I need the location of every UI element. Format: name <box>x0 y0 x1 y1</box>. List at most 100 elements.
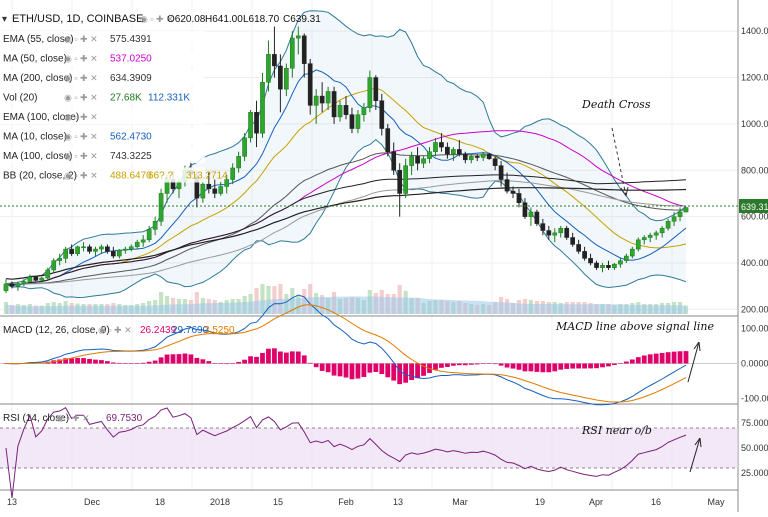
legend-icons-0[interactable]: ◉ ▫ ✚ ✕ <box>64 34 98 44</box>
macd-histogram-bar <box>325 363 331 373</box>
candle-body <box>606 265 611 268</box>
macd-histogram-bar <box>641 355 647 364</box>
legend-icons-6[interactable]: ◉ ▫ ✚ ✕ <box>64 151 98 161</box>
rsi-legend-icons[interactable]: ◉ ▫ ✚ ✕ <box>56 413 90 423</box>
macd-histogram-bar <box>391 363 397 381</box>
ohlc-high: H641.00 <box>205 14 243 25</box>
candle-body <box>75 246 80 254</box>
macd-histogram-bar <box>337 363 343 377</box>
legend-row-bg-3 <box>0 89 205 105</box>
macd-histogram-bar <box>546 363 552 373</box>
ema55-line <box>6 152 687 285</box>
macd-pane <box>0 294 738 406</box>
candle-body <box>111 251 116 257</box>
volume-bar <box>159 292 164 314</box>
title-toolbar-icons[interactable]: ◉ ▫ ✚ ✕ <box>140 14 174 24</box>
rsi-tick-label-0: 75.0000 <box>741 418 768 428</box>
macd-histogram-bar <box>516 363 522 370</box>
macd-histogram-bar <box>576 363 582 369</box>
macd-histogram-bar <box>248 356 253 364</box>
candle-body <box>480 153 486 158</box>
chart-title: ETH/USD, 1D, COINBASE <box>12 13 143 25</box>
candle-body <box>582 251 587 259</box>
macd-histogram-bar <box>75 357 80 364</box>
legend-icons-1[interactable]: ◉ ▫ ✚ ✕ <box>64 54 98 64</box>
price-tick-label-6: 200.00 <box>741 304 768 314</box>
time-tick-label-7: Mar <box>452 497 468 507</box>
macd-histogram-bar <box>349 363 355 380</box>
macd-histogram-bar <box>588 363 593 369</box>
bb-band-fill <box>6 10 686 298</box>
candle-body <box>534 211 540 224</box>
rsi-line <box>5 407 687 499</box>
candle-body <box>57 258 63 261</box>
candle-body <box>278 65 283 90</box>
candle-body <box>600 265 605 268</box>
macd-histogram-bar <box>403 363 409 383</box>
legend-icons-4[interactable]: ◉ ▫ ✚ ✕ <box>64 112 98 122</box>
rsi-tick-label-2: 25.0000 <box>741 468 768 478</box>
death-cross-arrow-head <box>620 186 629 197</box>
legend-value-3: 27.68K <box>110 93 142 104</box>
candle-body <box>659 227 665 234</box>
candle-body <box>647 234 653 238</box>
macd-histogram-bar <box>468 363 474 365</box>
rsi-tick-label-1: 50.0000 <box>741 443 768 453</box>
candle-body <box>116 250 122 257</box>
macd-histogram-bar <box>164 354 170 364</box>
legend-icons-2[interactable]: ◉ ▫ ✚ ✕ <box>64 73 98 83</box>
candle-body <box>385 128 391 152</box>
macd-histogram-bar <box>188 354 194 364</box>
macd-histogram-bar <box>373 363 379 372</box>
candle-body <box>504 179 510 192</box>
price-tick-label-2: 1000.00 <box>741 119 768 129</box>
candle-body <box>451 149 456 155</box>
candle-body <box>51 260 57 271</box>
legend-icons-7[interactable]: ◉ ▫ ✚ ✕ <box>64 171 98 181</box>
legend-label-5: MA (10, close) <box>3 132 67 143</box>
collapse-icon[interactable]: ▾ <box>2 14 7 25</box>
legend-label-2: MA (200, close) <box>3 73 72 84</box>
rsi-legend-label: RSI (14, close) <box>3 413 69 424</box>
candle-body <box>122 248 128 251</box>
macd-histogram-bar <box>93 359 98 364</box>
macd-histogram-bar <box>671 351 677 364</box>
candle-body <box>248 112 253 139</box>
macd-histogram-bar <box>612 363 617 365</box>
candle-body <box>367 77 373 108</box>
time-tick-label-8: 19 <box>535 497 545 507</box>
macd-value-histogram: 26.2439 <box>140 325 177 336</box>
macd-legend-icons[interactable]: ◉ ▫ ✚ ✕ <box>98 325 132 335</box>
time-tick-label-5: Feb <box>338 497 354 507</box>
candle-body <box>576 244 581 252</box>
macd-histogram-bar <box>212 363 218 364</box>
candle-body <box>683 207 689 213</box>
macd-histogram-bar <box>629 359 635 364</box>
rsi-band-fill <box>0 428 738 468</box>
legend-value-5: 562.4730 <box>110 132 152 143</box>
candle-body <box>21 281 27 285</box>
macd-arrow-head <box>693 341 701 352</box>
candle-body <box>474 156 480 158</box>
macd-histogram-bar <box>409 363 414 381</box>
candle-body <box>319 95 325 104</box>
candle-body <box>492 158 498 166</box>
legend-label-7: BB (20, close, 2) <box>3 171 77 182</box>
legend-icons-3[interactable]: ◉ ▫ ✚ ✕ <box>64 93 98 103</box>
candle-body <box>301 35 307 64</box>
legend-row-bg-7 <box>0 167 205 183</box>
legend-row-bg-0 <box>0 31 205 46</box>
macd-histogram-bar <box>522 363 528 372</box>
macd-histogram-bar <box>421 363 426 376</box>
macd-histogram-bar <box>665 352 671 364</box>
legend-icons-5[interactable]: ◉ ▫ ✚ ✕ <box>64 132 98 142</box>
candle-body <box>33 276 39 281</box>
macd-histogram-bar <box>683 351 689 364</box>
candle-body <box>456 149 462 155</box>
candle-body <box>254 112 259 134</box>
legend-value-6: 743.3225 <box>110 151 152 162</box>
candle-body <box>671 216 677 222</box>
candle-body <box>552 232 558 236</box>
candle-body <box>546 230 552 236</box>
